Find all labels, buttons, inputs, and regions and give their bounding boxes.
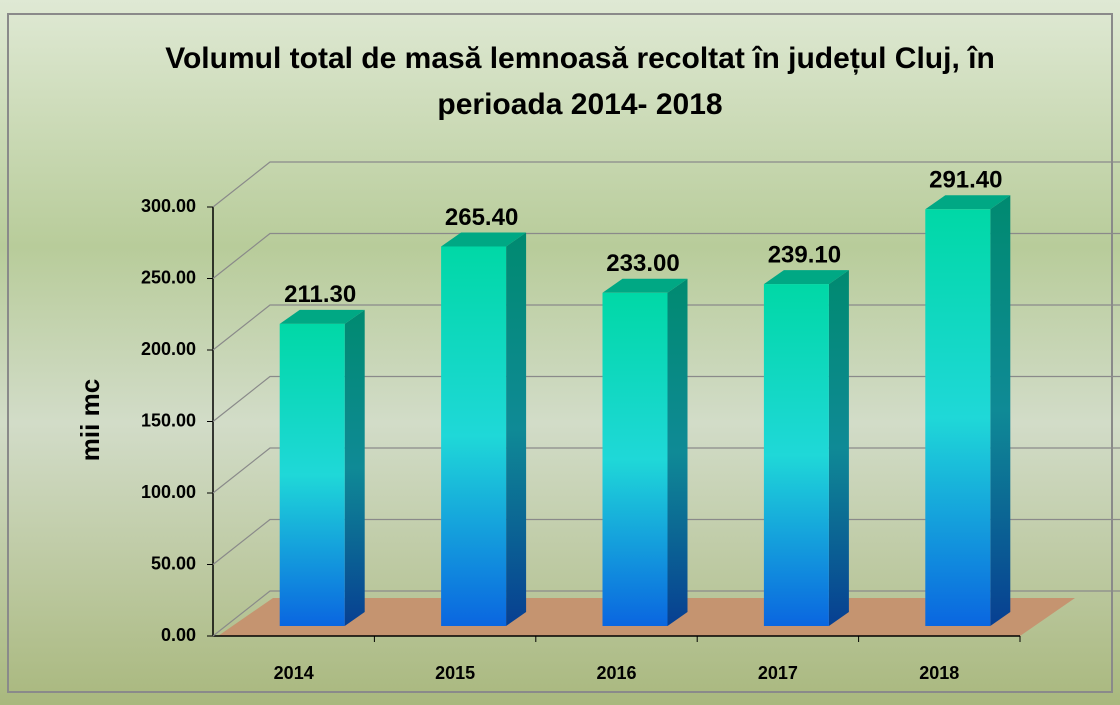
y-tick-label: 250.00 — [141, 267, 196, 287]
bar-top — [279, 309, 365, 324]
bar-top — [763, 270, 849, 285]
bar-side — [828, 270, 849, 626]
value-label: 291.40 — [929, 167, 1002, 194]
bar-side — [344, 309, 365, 626]
bar-top — [441, 232, 527, 247]
grid-line — [212, 232, 1120, 279]
x-tick-label: 2016 — [596, 663, 636, 683]
y-tick-label: 0.00 — [161, 625, 196, 645]
bar — [763, 284, 829, 626]
y-tick-label: 200.00 — [141, 339, 196, 359]
x-tick-label: 2017 — [758, 663, 798, 683]
chart-title: Volumul total de masă lemnoasă recoltat … — [165, 42, 995, 121]
y-axis-label: mii mc — [75, 379, 105, 461]
value-label: 239.10 — [768, 241, 841, 268]
bar — [602, 292, 668, 626]
y-tick-label: 100.00 — [141, 482, 196, 502]
bar — [925, 209, 991, 626]
bar — [441, 246, 507, 626]
value-label: 233.00 — [606, 250, 679, 277]
bar — [279, 323, 345, 626]
grid-line — [212, 161, 1120, 208]
frame — [7, 13, 1113, 693]
x-tick-label: 2014 — [274, 663, 314, 683]
x-tick-label: 2018 — [919, 663, 959, 683]
bar-side — [506, 232, 527, 626]
plot: 0.00 50.00 100.00 150.00 200.00 250.00 300.00 2… — [141, 161, 1120, 683]
bar-top — [925, 195, 1011, 210]
bar-side — [667, 278, 688, 626]
y-tick-label: 150.00 — [141, 410, 196, 430]
value-label: 265.40 — [445, 204, 518, 231]
y-tick-label: 50.00 — [151, 553, 196, 573]
x-tick-label: 2015 — [435, 663, 475, 683]
y-tick-label: 300.00 — [141, 196, 196, 216]
value-label: 211.30 — [284, 281, 356, 308]
bar-top — [602, 278, 688, 293]
bar-side — [990, 195, 1011, 626]
